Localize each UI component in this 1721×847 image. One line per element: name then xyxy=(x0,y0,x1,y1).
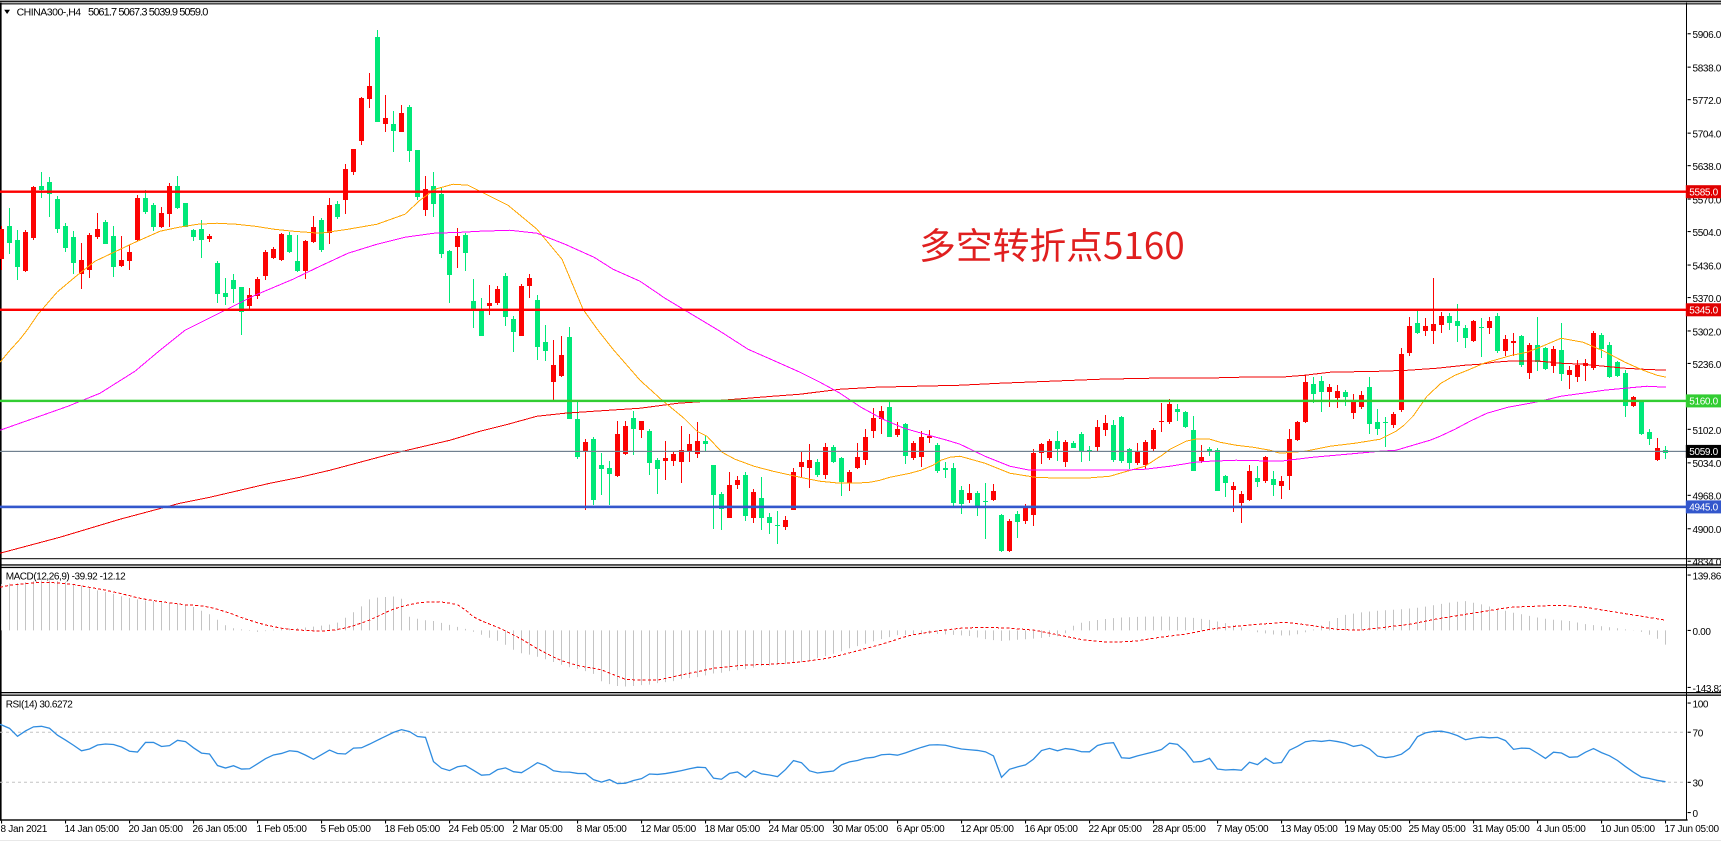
svg-text:8 Mar 05:00: 8 Mar 05:00 xyxy=(577,824,628,835)
svg-text:5704.0: 5704.0 xyxy=(1693,130,1721,141)
svg-text:4834.0: 4834.0 xyxy=(1693,558,1721,569)
svg-text:5838.0: 5838.0 xyxy=(1693,64,1721,75)
svg-text:5906.0: 5906.0 xyxy=(1693,30,1721,41)
svg-text:12 Apr 05:00: 12 Apr 05:00 xyxy=(961,824,1015,835)
svg-text:5345.0: 5345.0 xyxy=(1689,306,1718,317)
svg-text:5059.0: 5059.0 xyxy=(1689,447,1718,458)
svg-text:5436.0: 5436.0 xyxy=(1693,261,1721,272)
svg-text:5370.0: 5370.0 xyxy=(1693,294,1721,305)
svg-text:10 Jun 05:00: 10 Jun 05:00 xyxy=(1601,824,1656,835)
svg-text:19 May 05:00: 19 May 05:00 xyxy=(1345,824,1403,835)
svg-text:4900.0: 4900.0 xyxy=(1693,525,1721,536)
svg-text:-143.82: -143.82 xyxy=(1693,684,1721,695)
svg-text:100: 100 xyxy=(1693,699,1709,710)
svg-text:7 May 05:00: 7 May 05:00 xyxy=(1217,824,1269,835)
svg-text:1 Feb 05:00: 1 Feb 05:00 xyxy=(257,824,308,835)
svg-text:5772.0: 5772.0 xyxy=(1693,96,1721,107)
svg-text:5638.0: 5638.0 xyxy=(1693,162,1721,173)
svg-text:13 May 05:00: 13 May 05:00 xyxy=(1281,824,1339,835)
svg-text:5236.0: 5236.0 xyxy=(1693,360,1721,371)
svg-text:4945.0: 4945.0 xyxy=(1689,503,1718,514)
svg-text:24 Mar 05:00: 24 Mar 05:00 xyxy=(769,824,825,835)
svg-text:5034.0: 5034.0 xyxy=(1693,459,1721,470)
svg-text:17 Jun 05:00: 17 Jun 05:00 xyxy=(1665,824,1720,835)
svg-text:16 Apr 05:00: 16 Apr 05:00 xyxy=(1025,824,1079,835)
svg-text:24 Feb 05:00: 24 Feb 05:00 xyxy=(449,824,505,835)
svg-text:30: 30 xyxy=(1693,779,1704,790)
svg-text:14 Jan 05:00: 14 Jan 05:00 xyxy=(65,824,120,835)
svg-text:0: 0 xyxy=(1693,809,1699,820)
svg-text:5504.0: 5504.0 xyxy=(1693,228,1721,239)
svg-text:5585.0: 5585.0 xyxy=(1689,187,1718,198)
svg-text:CHINA300-,H4: CHINA300-,H4 xyxy=(17,6,82,18)
svg-text:2 Mar 05:00: 2 Mar 05:00 xyxy=(513,824,564,835)
svg-text:22 Apr 05:00: 22 Apr 05:00 xyxy=(1089,824,1143,835)
svg-text:6 Apr 05:00: 6 Apr 05:00 xyxy=(897,824,946,835)
svg-text:28 Apr 05:00: 28 Apr 05:00 xyxy=(1153,824,1207,835)
svg-text:31 May 05:00: 31 May 05:00 xyxy=(1473,824,1531,835)
svg-text:26 Jan 05:00: 26 Jan 05:00 xyxy=(193,824,248,835)
svg-text:5 Feb 05:00: 5 Feb 05:00 xyxy=(321,824,372,835)
svg-text:20 Jan 05:00: 20 Jan 05:00 xyxy=(129,824,184,835)
svg-text:8 Jan 2021: 8 Jan 2021 xyxy=(1,824,48,835)
svg-text:18 Mar 05:00: 18 Mar 05:00 xyxy=(705,824,761,835)
svg-text:18 Feb 05:00: 18 Feb 05:00 xyxy=(385,824,441,835)
svg-text:25 May 05:00: 25 May 05:00 xyxy=(1409,824,1467,835)
svg-text:5102.0: 5102.0 xyxy=(1693,426,1721,437)
svg-text:4 Jun 05:00: 4 Jun 05:00 xyxy=(1537,824,1587,835)
svg-text:RSI(14) 30.6272: RSI(14) 30.6272 xyxy=(6,700,74,711)
svg-text:5160.0: 5160.0 xyxy=(1689,397,1718,408)
svg-text:139.86: 139.86 xyxy=(1693,571,1721,582)
svg-text:5302.0: 5302.0 xyxy=(1693,327,1721,338)
svg-text:12 Mar 05:00: 12 Mar 05:00 xyxy=(641,824,697,835)
svg-text:MACD(12,26,9) -39.92 -12.12: MACD(12,26,9) -39.92 -12.12 xyxy=(6,572,126,583)
svg-text:5061.7 5067.3 5039.9 5059.0: 5061.7 5067.3 5039.9 5059.0 xyxy=(88,6,208,18)
svg-text:30 Mar 05:00: 30 Mar 05:00 xyxy=(833,824,889,835)
svg-text:70: 70 xyxy=(1693,729,1704,740)
svg-text:0.00: 0.00 xyxy=(1693,627,1712,638)
